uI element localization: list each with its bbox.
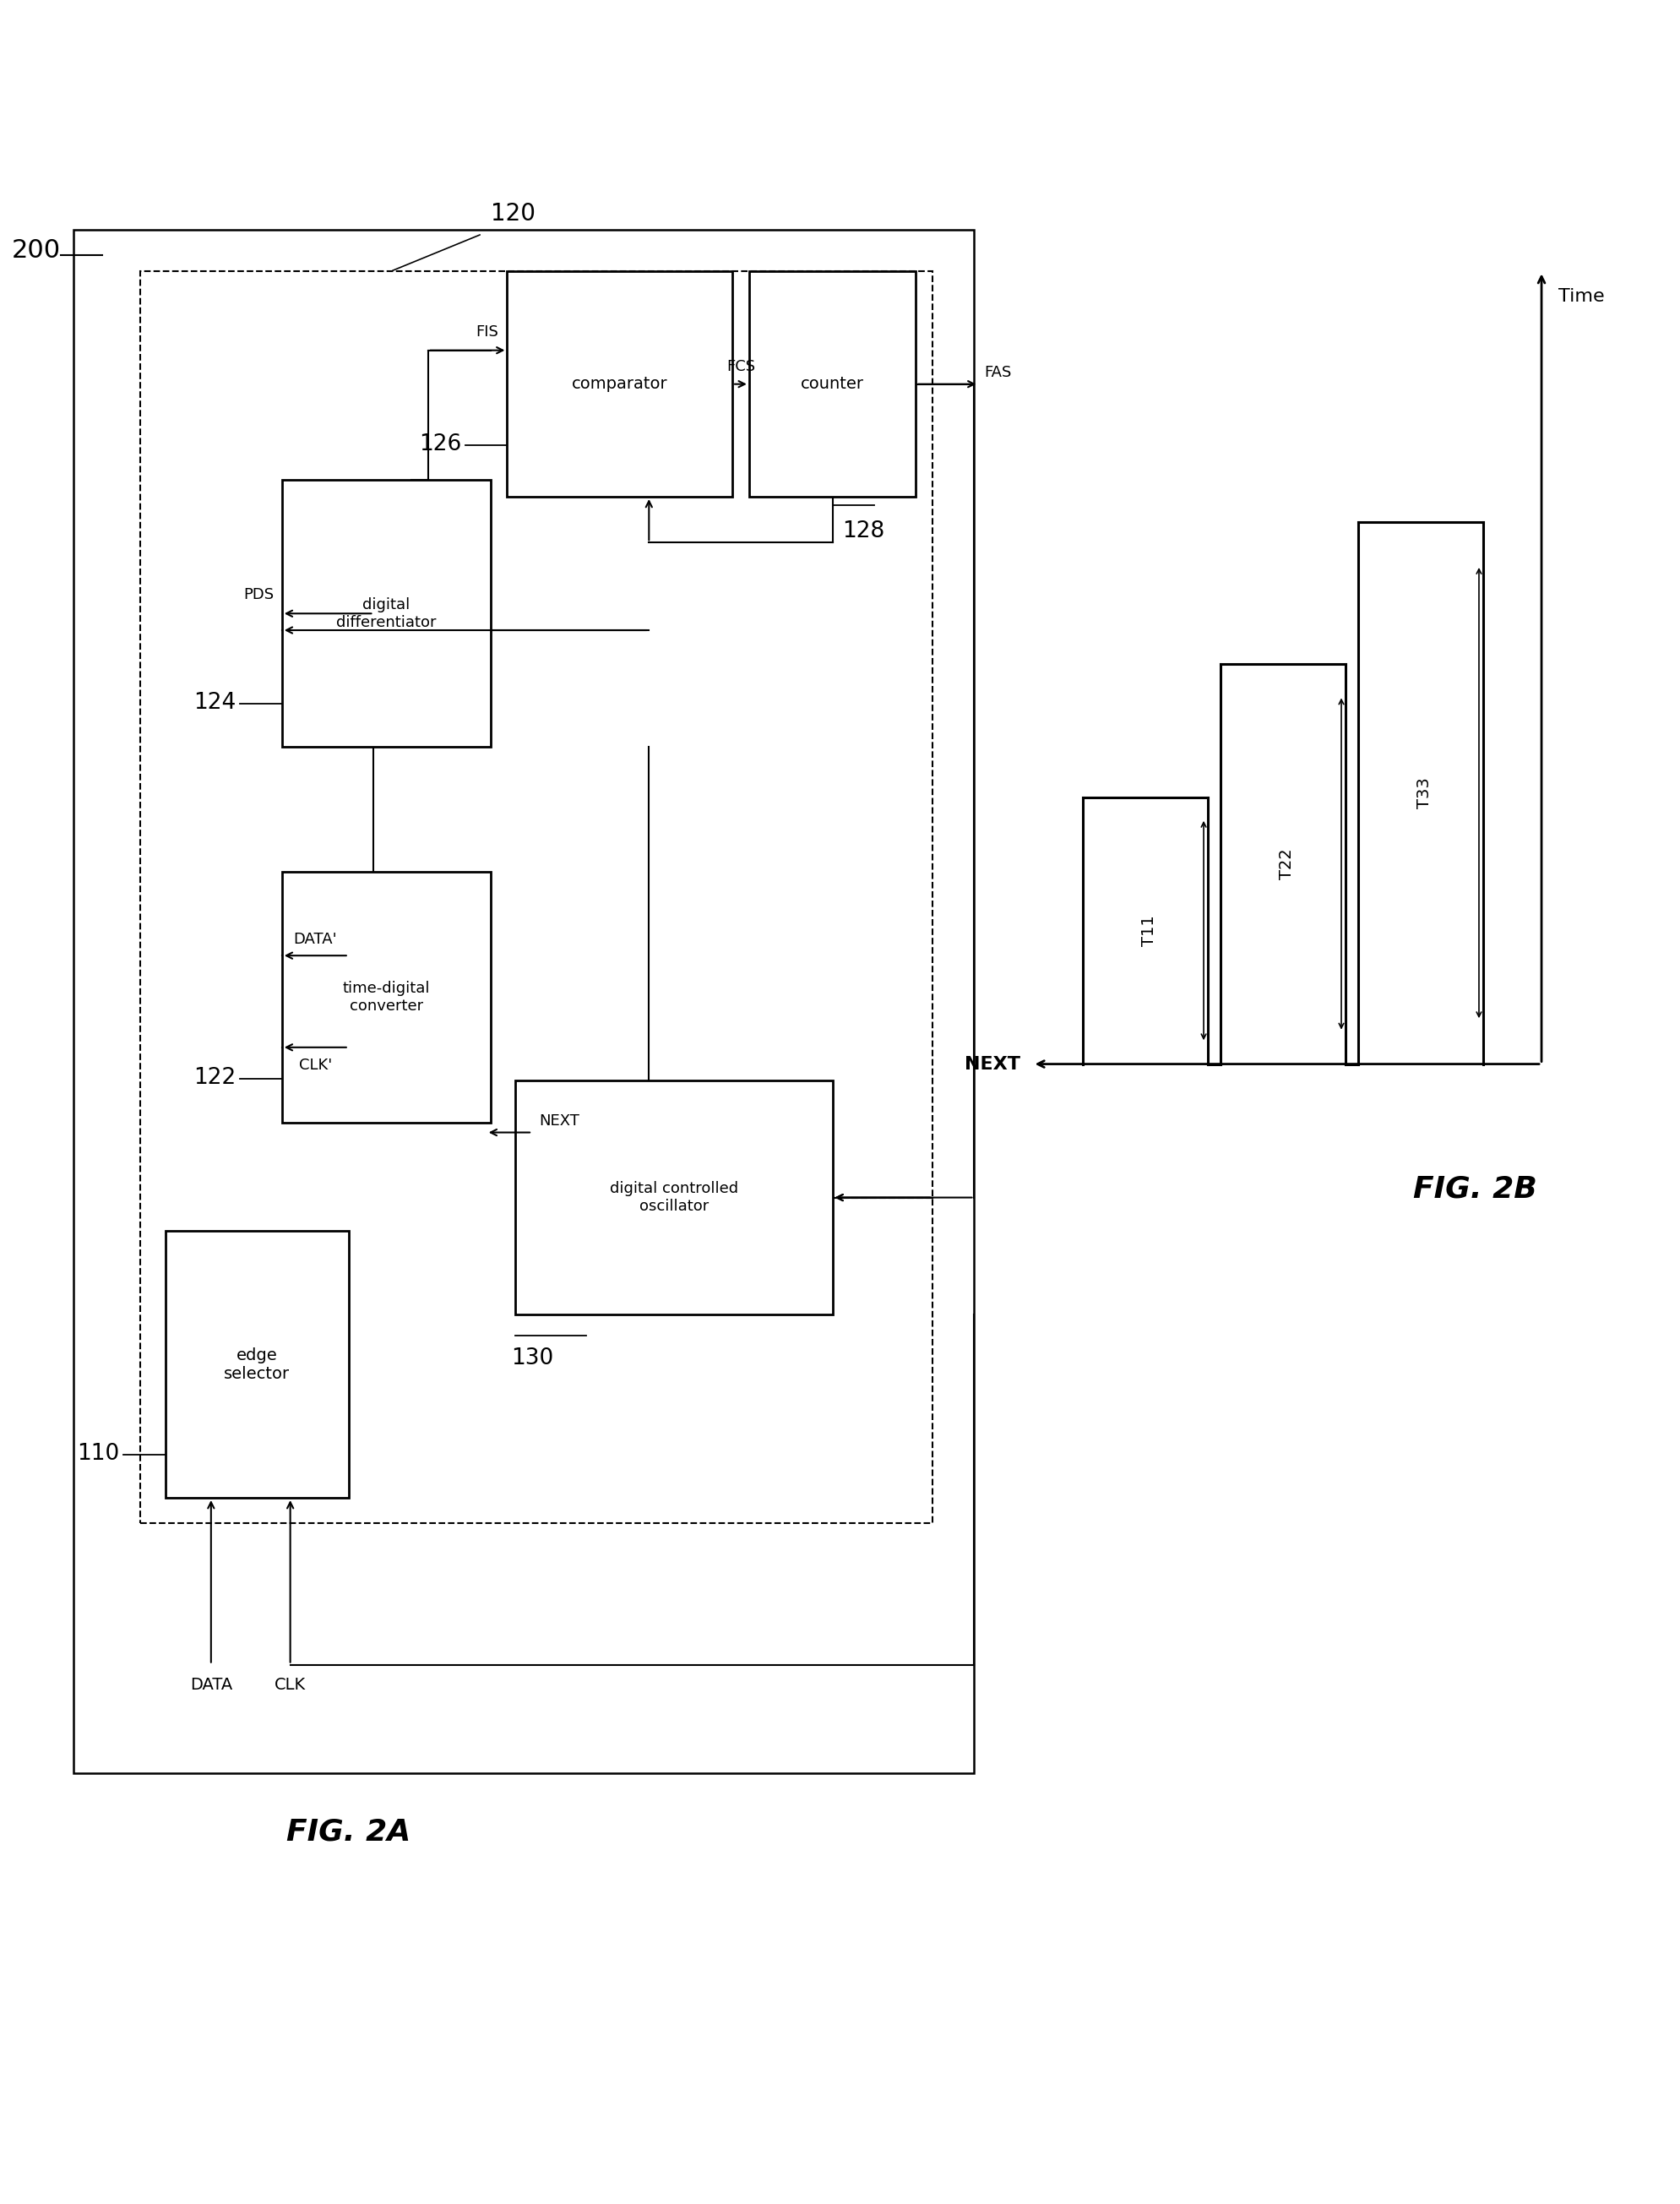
Bar (749, 271, 916, 496)
Bar (507, 271, 732, 496)
Text: 110: 110 (77, 1444, 119, 1463)
Text: CLK': CLK' (299, 1058, 331, 1073)
Text: 200: 200 (12, 238, 60, 262)
Text: DATA': DATA' (294, 932, 338, 948)
Text: FAS: FAS (984, 364, 1011, 379)
Text: FIS: FIS (475, 324, 499, 339)
Text: time-digital
converter: time-digital converter (343, 981, 430, 1014)
Text: 122: 122 (193, 1067, 235, 1089)
Text: 130: 130 (511, 1347, 553, 1369)
Text: 124: 124 (193, 692, 235, 714)
Text: NEXT: NEXT (539, 1113, 580, 1128)
Text: edge
selector: edge selector (223, 1347, 289, 1382)
Bar (516, 1080, 832, 1314)
Text: digital controlled
oscillator: digital controlled oscillator (610, 1181, 738, 1214)
Text: FIG. 2B: FIG. 2B (1413, 1175, 1536, 1203)
Text: T22: T22 (1278, 849, 1295, 879)
Bar (139, 271, 932, 1523)
Text: FIG. 2A: FIG. 2A (286, 1818, 410, 1847)
Text: digital
differentiator: digital differentiator (336, 597, 437, 630)
Text: FCS: FCS (726, 359, 754, 375)
Bar (282, 873, 491, 1122)
Text: DATA: DATA (190, 1677, 232, 1693)
Text: CLK: CLK (274, 1677, 306, 1693)
Text: comparator: comparator (571, 377, 667, 392)
Bar (282, 480, 491, 747)
Text: 128: 128 (842, 520, 884, 542)
Text: NEXT: NEXT (964, 1056, 1020, 1073)
Text: 120: 120 (491, 203, 534, 225)
Text: PDS: PDS (244, 588, 274, 602)
Text: T33: T33 (1416, 778, 1431, 809)
Text: Time: Time (1557, 289, 1603, 304)
Text: T11: T11 (1141, 915, 1158, 946)
Text: counter: counter (800, 377, 864, 392)
Bar (165, 1230, 348, 1499)
Bar (74, 229, 974, 1774)
Text: 126: 126 (418, 432, 460, 454)
